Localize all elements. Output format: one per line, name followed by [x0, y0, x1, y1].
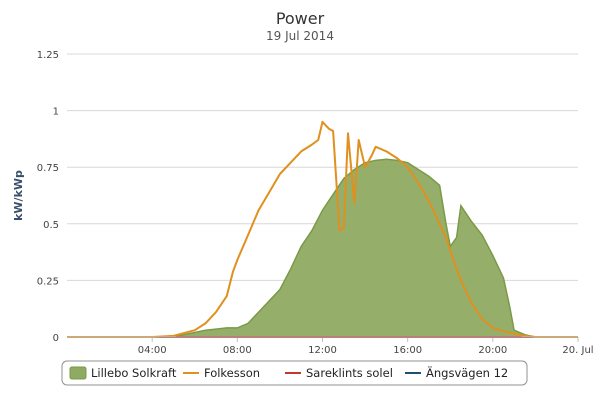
x-tick-label: 08:00	[223, 345, 252, 356]
y-axis-label: kW/kWp	[12, 170, 25, 221]
x-tick-label: 20:00	[478, 345, 507, 356]
x-tick-label: 20. Jul	[562, 345, 593, 356]
series-outline-lillebo-solkraft	[67, 158, 578, 338]
chart-subtitle: 19 Jul 2014	[266, 29, 334, 43]
legend: Lillebo Solkraft Folkesson Sareklints sole…	[61, 360, 528, 386]
y-tick-label: 0	[53, 333, 59, 344]
x-tick-label: 12:00	[308, 345, 337, 356]
plot-area	[67, 120, 578, 338]
y-tick-label: 0.75	[37, 163, 59, 174]
legend-label-lillebo-solkraft: Lillebo Solkraft	[91, 366, 177, 380]
x-tick-label: 04:00	[138, 345, 167, 356]
legend-label-folkesson: Folkesson	[204, 366, 260, 380]
series-area-lillebo-solkraft	[67, 159, 578, 337]
y-tick-label: 0.5	[43, 220, 59, 231]
y-tick-label: 1.25	[37, 50, 59, 61]
y-axis-ticks: 0 0.25 0.5 0.75 1 1.25	[37, 50, 59, 344]
series-line-folkesson	[67, 120, 578, 338]
legend-label-sareklints-solel: Sareklints solel	[306, 366, 393, 380]
y-tick-label: 0.25	[37, 276, 59, 287]
legend-symbol-lillebo-solkraft	[69, 366, 87, 380]
x-axis-ticks: 04:00 08:00 12:00 16:00 20:00 20. Jul	[138, 337, 594, 356]
x-tick-label: 16:00	[393, 345, 422, 356]
chart-title: Power	[276, 9, 325, 28]
legend-label--ngsv-gen-12: Ängsvägen 12	[426, 365, 508, 380]
y-tick-label: 1	[53, 107, 59, 118]
